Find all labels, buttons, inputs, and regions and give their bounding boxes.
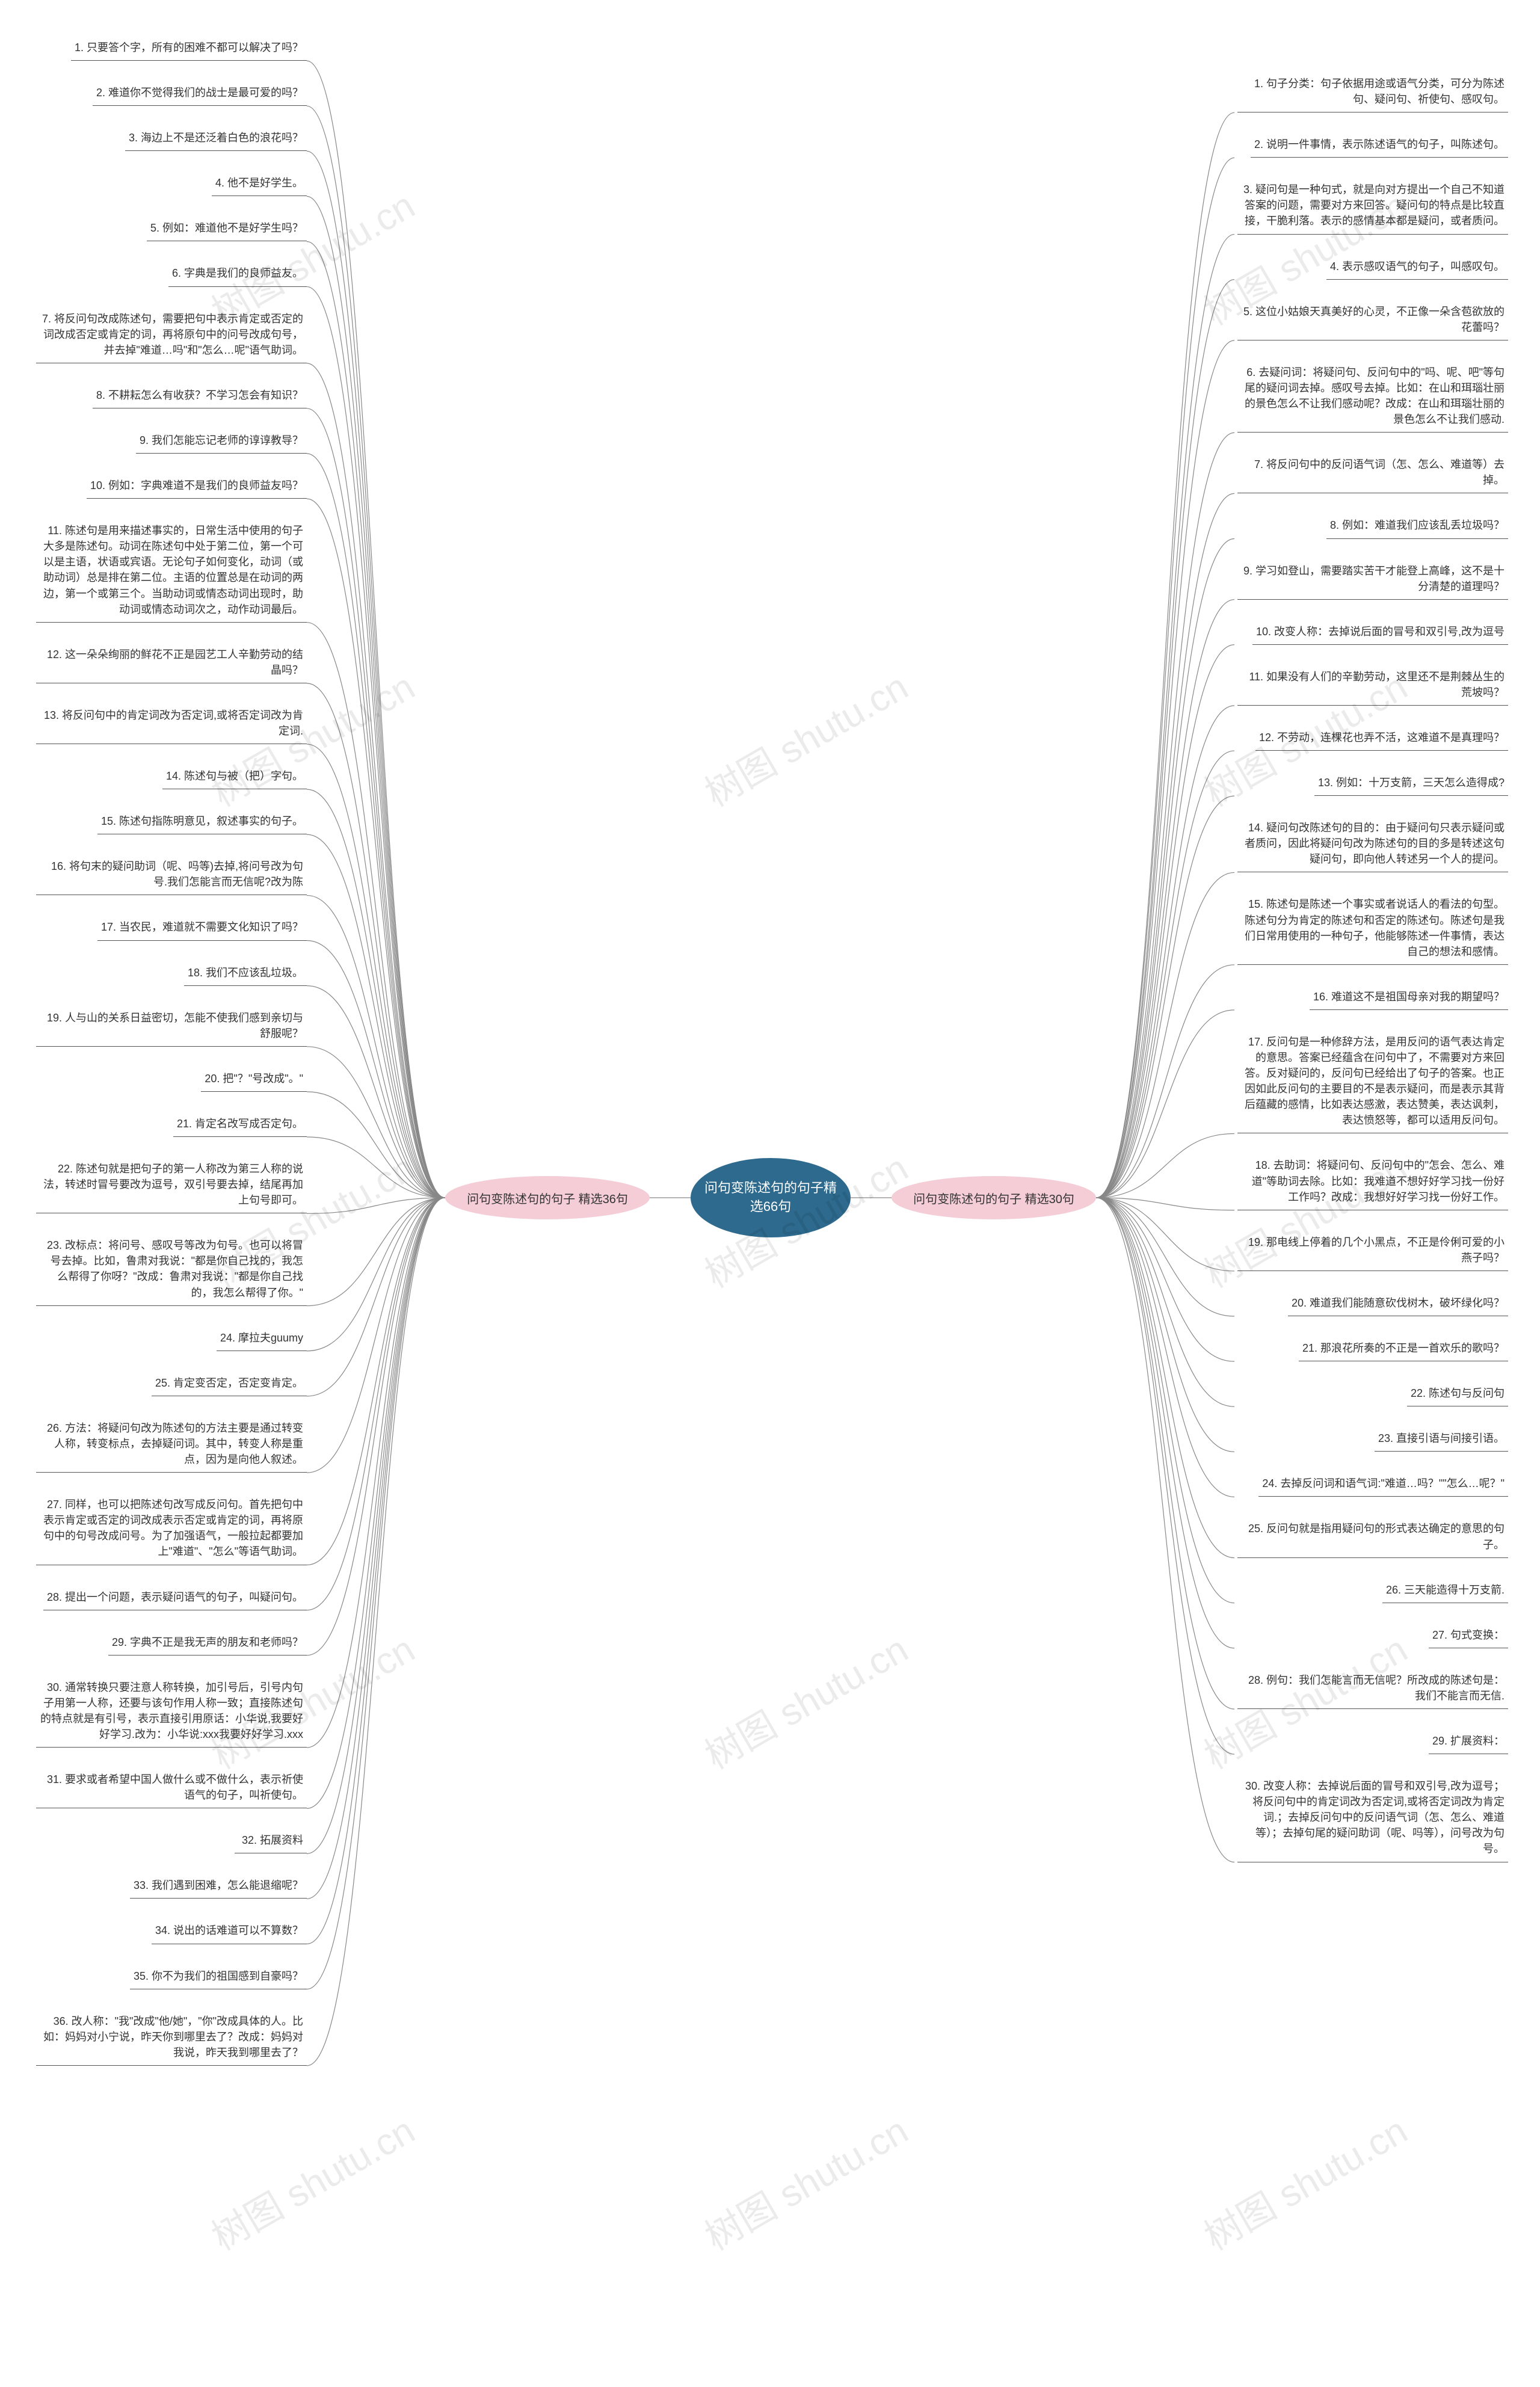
leaf-item: 2. 难道你不觉得我们的战士是最可爱的吗？ [93,81,307,106]
leaf-item: 20. 把"？"号改成"。" [201,1067,307,1092]
watermark: 树图 shutu.cn [200,2101,423,2261]
leaf-item: 25. 肯定变否定，否定变肯定。 [152,1372,307,1396]
leaf-item: 3. 疑问句是一种句式，就是向对方提出一个自己不知道答案的问题，需要对方来回答。… [1237,178,1508,234]
leaf-item: 28. 例句：我们怎能言而无信呢？所改成的陈述句是：我们不能言而无信. [1237,1669,1508,1709]
leaf-item: 17. 反问句是一种修辞方法，是用反问的语气表达肯定的意思。答案已经蕴含在问句中… [1237,1030,1508,1134]
branch-left: 问句变陈述句的句子 精选36句 [445,1176,650,1219]
watermark: 树图 shutu.cn [694,2101,916,2261]
branch-right: 问句变陈述句的句子 精选30句 [892,1176,1096,1219]
leaf-item: 24. 摩拉夫guumy [217,1326,307,1351]
leaf-item: 26. 方法：将疑问句改为陈述句的方法主要是通过转变人称，转变标点，去掉疑问词。… [36,1417,307,1473]
leaf-item: 5. 例如：难道他不是好学生吗？ [147,217,307,241]
leaf-item: 22. 陈述句与反问句 [1407,1382,1508,1406]
leaf-item: 32. 拓展资料 [235,1829,307,1853]
leaf-item: 6. 去疑问词：将疑问句、反问句中的"吗、呢、吧"等句尾的疑问词去掉。感叹号去掉… [1237,361,1508,433]
leaf-item: 26. 三天能造得十万支箭. [1382,1578,1508,1603]
center-node: 问句变陈述句的句子精选66句 [691,1158,851,1237]
branch-left-label: 问句变陈述句的句子 精选36句 [467,1189,628,1207]
leaf-item: 2. 说明一件事情，表示陈述语气的句子，叫陈述句。 [1251,133,1508,158]
leaf-item: 21. 那浪花所奏的不正是一首欢乐的歌吗？ [1299,1337,1508,1361]
leaf-item: 18. 去助词：将疑问句、反问句中的"怎会、怎么、难道"等助词去除。比如：我难道… [1237,1154,1508,1210]
leaf-item: 13. 将反问句中的肯定词改为否定词,或将否定词改为肯定词. [36,704,307,744]
leaf-item: 23. 直接引语与间接引语。 [1375,1427,1508,1452]
leaf-item: 21. 肯定名改写成否定句。 [173,1112,307,1137]
leaf-item: 12. 这一朵朵绚丽的鲜花不正是园艺工人辛勤劳动的结晶吗？ [36,643,307,683]
leaf-item: 11. 陈述句是用来描述事实的，日常生活中使用的句子大多是陈述句。动词在陈述句中… [36,519,307,623]
leaf-item: 18. 我们不应该乱垃圾。 [184,961,307,986]
leaf-item: 29. 字典不正是我无声的朋友和老师吗？ [108,1631,307,1656]
leaf-item: 6. 字典是我们的良师益友。 [168,262,307,286]
leaf-item: 29. 扩展资料： [1429,1729,1508,1754]
leaf-item: 27. 同样，也可以把陈述句改写成反问句。首先把句中表示肯定或否定的词改成表示否… [36,1493,307,1565]
watermark: 树图 shutu.cn [694,657,916,817]
leaf-item: 3. 海边上不是还泛着白色的浪花吗？ [125,126,307,151]
leaf-item: 35. 你不为我们的祖国感到自豪吗？ [130,1965,307,1989]
leaf-item: 31. 要求或者希望中国人做什么或不做什么，表示祈使语气的句子，叫祈使句。 [36,1768,307,1808]
leaf-item: 27. 句式变换： [1429,1624,1508,1648]
leaf-item: 16. 将句末的疑问助词（呢、吗等)去掉,将问号改为句号.我们怎能言而无信呢?改… [36,855,307,895]
leaf-item: 19. 那电线上停着的几个小黑点，不正是伶俐可爱的小燕子吗？ [1237,1231,1508,1271]
leaf-item: 24. 去掉反问词和语气词:"难道…吗？""怎么…呢？" [1258,1472,1508,1497]
leaf-item: 14. 陈述句与被（把）字句。 [162,765,307,789]
leaf-item: 7. 将反问句改成陈述句，需要把句中表示肯定或否定的词改成否定或肯定的词，再将原… [36,307,307,363]
leaf-item: 4. 他不是好学生。 [212,171,307,196]
center-label: 问句变陈述句的句子精选66句 [703,1179,839,1216]
right-leaf-column: 1. 句子分类：句子依据用途或语气分类，可分为陈述句、疑问句、祈使句、感叹句。 2… [1234,72,1508,1883]
leaf-item: 17. 当农民，难道就不需要文化知识了吗？ [97,916,307,940]
leaf-item: 28. 提出一个问题，表示疑问语气的句子，叫疑问句。 [43,1586,307,1610]
leaf-item: 4. 表示感叹语气的句子，叫感叹句。 [1326,255,1508,280]
leaf-item: 15. 陈述句指陈明意见，叙述事实的句子。 [97,810,307,834]
branch-right-label: 问句变陈述句的句子 精选30句 [913,1189,1074,1207]
leaf-item: 8. 例如：难道我们应该乱丢垃圾吗？ [1326,514,1508,538]
mindmap-canvas: 问句变陈述句的句子精选66句 问句变陈述句的句子 精选36句 问句变陈述句的句子… [0,0,1540,2387]
leaf-item: 34. 说出的话难道可以不算数？ [152,1919,307,1944]
leaf-item: 25. 反问句就是指用疑问句的形式表达确定的意思的句子。 [1237,1517,1508,1557]
leaf-item: 12. 不劳动，连棵花也弄不活，这难道不是真理吗？ [1255,726,1508,751]
leaf-item: 14. 疑问句改陈述句的目的：由于疑问句只表示疑问或者质问，因此将疑问句改为陈述… [1237,816,1508,872]
leaf-item: 22. 陈述句就是把句子的第一人称改为第三人称的说法，转述时冒号要改为逗号，双引… [36,1157,307,1213]
leaf-item: 11. 如果没有人们的辛勤劳动，这里还不是荆棘丛生的荒坡吗？ [1237,665,1508,706]
leaf-item: 10. 改变人称：去掉说后面的冒号和双引号,改为逗号 [1252,620,1508,645]
left-leaf-column: 1. 只要答个字，所有的困难不都可以解决了吗？ 2. 难道你不觉得我们的战士是最可… [33,36,307,2086]
leaf-item: 36. 改人称："我"改成"他/她"，"你"改成具体的人。比如：妈妈对小宁说，昨… [36,2010,307,2066]
leaf-item: 1. 句子分类：句子依据用途或语气分类，可分为陈述句、疑问句、祈使句、感叹句。 [1237,72,1508,112]
leaf-item: 20. 难道我们能随意砍伐树木，破坏绿化吗？ [1288,1292,1508,1316]
leaf-item: 30. 通常转换只要注意人称转换，加引号后，引号内句子用第一人称，还要与该句作用… [36,1676,307,1748]
leaf-item: 16. 难道这不是祖国母亲对我的期望吗？ [1310,985,1508,1010]
watermark: 树图 shutu.cn [1193,2101,1415,2261]
leaf-item: 5. 这位小姑娘天真美好的心灵，不正像一朵含苞欲放的花蕾吗？ [1237,300,1508,340]
leaf-item: 7. 将反问句中的反问语气词（怎、怎么、难道等）去掉。 [1237,453,1508,493]
leaf-item: 9. 我们怎能忘记老师的谆谆教导？ [136,429,307,454]
watermark: 树图 shutu.cn [694,1619,916,1779]
leaf-item: 15. 陈述句是陈述一个事实或者说话人的看法的句型。陈述句分为肯定的陈述句和否定… [1237,893,1508,964]
leaf-item: 19. 人与山的关系日益密切，怎能不使我们感到亲切与舒服呢？ [36,1006,307,1047]
leaf-item: 1. 只要答个字，所有的困难不都可以解决了吗？ [71,36,307,61]
leaf-item: 30. 改变人称：去掉说后面的冒号和双引号,改为逗号；将反问句中的肯定词改为否定… [1237,1775,1508,1862]
leaf-item: 33. 我们遇到困难，怎么能退缩呢？ [130,1874,307,1899]
leaf-item: 13. 例如：十万支箭，三天怎么造得成? [1314,771,1508,796]
leaf-item: 10. 例如：字典难道不是我们的良师益友吗？ [87,474,307,499]
leaf-item: 9. 学习如登山，需要踏实苦干才能登上高峰，这不是十分清楚的道理吗？ [1237,559,1508,600]
leaf-item: 23. 改标点：将问号、感叹号等改为句号。也可以将冒号去掉。比如，鲁肃对我说："… [36,1234,307,1305]
leaf-item: 8. 不耕耘怎么有收获？不学习怎会有知识？ [93,384,307,408]
